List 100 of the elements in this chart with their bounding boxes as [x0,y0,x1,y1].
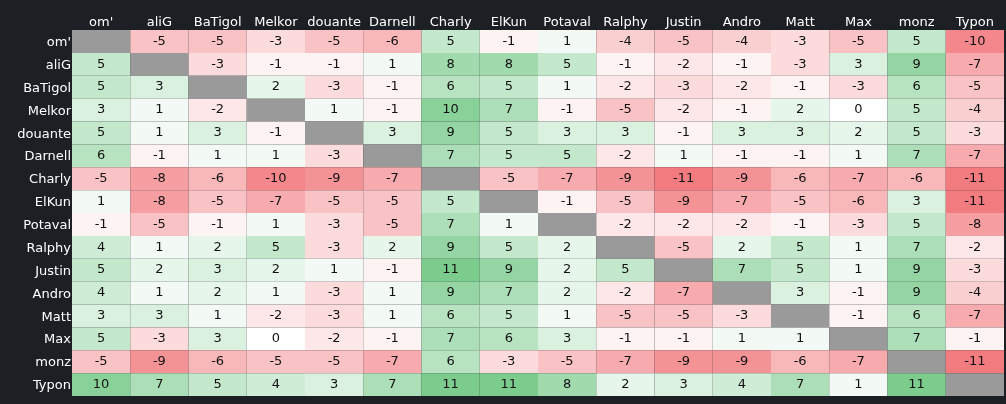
y-tick-label: Typon [31,377,71,393]
data-label: -2 [735,215,749,231]
data-label: -9 [735,169,749,185]
data-label: -5 [677,32,691,48]
x-tick-label: Charly [429,14,472,30]
data-label: -3 [677,78,691,94]
data-label: 5 [504,238,514,254]
data-label: 7 [795,375,805,391]
data-label: -5 [793,192,807,208]
data-label: -1 [968,330,982,346]
data-label: -5 [327,352,341,368]
data-label: 3 [213,124,222,140]
x-tick-label: Ralphy [603,14,648,30]
data-label: -2 [269,307,283,323]
data-label: -3 [968,261,982,277]
data-label: -1 [327,55,341,71]
data-label: 3 [737,124,747,140]
data-label: -3 [152,330,166,346]
data-label: -4 [618,32,632,48]
data-label: 1 [562,307,572,323]
data-label: -7 [677,284,691,300]
data-label: 1 [854,147,863,163]
data-label: 3 [795,284,805,300]
data-label: 8 [446,55,455,71]
data-label: 6 [912,307,921,323]
data-label: 1 [155,238,164,254]
data-label: 5 [446,32,455,48]
data-label: -6 [910,169,924,185]
data-label: -2 [677,55,691,71]
y-tick-label: douante [17,125,71,141]
data-label: 5 [504,307,514,323]
x-tick-label: Potaval [543,14,591,30]
data-label: -3 [968,124,982,140]
data-label: -3 [327,147,341,163]
y-tick-label: Justin [34,262,71,278]
data-label: -11 [964,352,986,368]
data-label: 3 [155,78,164,94]
x-tick-label: Andro [722,14,762,30]
data-label: 1 [329,261,339,277]
data-label: 5 [912,32,921,48]
data-label: 9 [912,55,921,71]
data-label: 7 [446,147,455,163]
x-tick-label: monz [898,14,935,30]
data-label: 2 [562,284,572,300]
data-label: -1 [793,147,807,163]
data-label: 2 [737,238,747,254]
data-label: 1 [155,101,164,117]
y-tick-label: Charly [29,171,72,187]
data-label: 5 [504,147,514,163]
data-label: 2 [155,261,164,277]
data-label: 4 [737,375,747,391]
data-label: -1 [851,307,865,323]
data-label: 1 [155,284,164,300]
y-tick-label: ElKun [34,194,71,210]
data-label: 9 [446,238,455,254]
x-tick-label: douante [307,14,362,30]
data-label: 10 [442,101,459,117]
data-label: 5 [96,261,106,277]
data-label: 4 [96,238,106,254]
data-label: 3 [912,192,921,208]
data-label: 2 [388,238,397,254]
data-label: -1 [735,101,749,117]
data-label: 3 [155,307,164,323]
data-label: 5 [562,55,572,71]
data-label: 6 [446,78,455,94]
data-label: -1 [385,78,399,94]
data-label: 5 [504,78,514,94]
data-label: 7 [388,375,397,391]
data-label: 11 [442,375,459,391]
data-label: 3 [388,124,397,140]
data-label: -1 [677,124,691,140]
data-label: -9 [677,352,691,368]
data-label: -3 [851,215,865,231]
data-label: 5 [621,261,630,277]
data-label: 5 [912,215,921,231]
data-label: 4 [96,284,106,300]
data-label: 2 [621,375,630,391]
data-label: 0 [854,101,863,117]
data-label: 5 [446,192,455,208]
data-label: -7 [851,352,865,368]
data-label: 6 [446,352,455,368]
data-label: 11 [908,375,925,391]
data-label: -5 [211,192,225,208]
data-label: 2 [213,238,222,254]
data-label: 6 [96,147,106,163]
data-label: -5 [94,169,108,185]
data-label: 2 [854,124,863,140]
data-label: -3 [269,32,283,48]
data-label: -1 [618,55,632,71]
x-tick-label: ElKun [490,14,527,30]
data-label: -5 [618,192,632,208]
data-label: -5 [618,101,632,117]
data-label: -7 [269,192,283,208]
data-label: 5 [562,147,572,163]
data-label: -2 [618,215,632,231]
data-label: 1 [155,124,164,140]
data-label: -1 [677,330,691,346]
data-label: -5 [502,169,516,185]
data-label: -5 [269,352,283,368]
x-tick-label: aliG [146,14,173,30]
